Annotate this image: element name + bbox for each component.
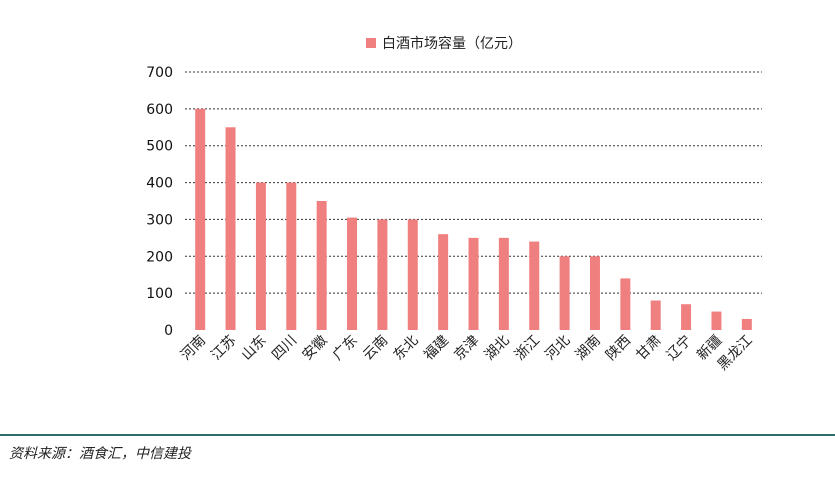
bar: [681, 304, 692, 330]
bar: [438, 234, 449, 330]
x-tick-label: 黑龙江: [715, 333, 756, 374]
x-tick-label: 山东: [239, 333, 270, 364]
bar: [711, 311, 722, 330]
x-tick-label: 辽宁: [663, 332, 695, 364]
y-tick-label: 200: [146, 249, 173, 265]
y-tick-label: 100: [146, 286, 173, 302]
x-tick-label: 云南: [360, 333, 391, 364]
bar: [255, 182, 266, 330]
bar: [347, 217, 358, 330]
y-tick-label: 400: [146, 176, 173, 192]
x-tick-label: 广东: [330, 333, 361, 364]
bar: [498, 237, 509, 330]
bar: [559, 256, 570, 330]
x-tick-label: 河南: [178, 333, 209, 364]
x-tick-label: 京津: [451, 333, 482, 364]
bar: [286, 182, 297, 330]
y-tick-label: 0: [164, 323, 173, 339]
x-tick-label: 江苏: [208, 333, 239, 364]
bar: [741, 318, 752, 330]
y-tick-label: 300: [146, 212, 173, 228]
x-tick-label: 福建: [421, 333, 452, 364]
x-tick-label: 陕西: [603, 333, 634, 364]
x-tick-label: 湖北: [482, 333, 513, 364]
source-note: 资料来源：酒食汇，中信建投: [9, 446, 191, 462]
x-tick-label: 河北: [542, 333, 573, 364]
bar: [650, 300, 661, 330]
y-tick-label: 700: [146, 65, 173, 81]
bar-chart: 0 100 200 300 400 500 600 700 河南 江苏 山东 四川 安徽 广东 云南 东北 福建…: [146, 65, 762, 374]
bar: [529, 241, 540, 330]
bar: [589, 256, 600, 330]
chart-legend: 白酒市场容量（亿元）: [366, 33, 522, 53]
bar: [195, 108, 206, 330]
bar: [316, 201, 327, 330]
x-tick-label: 东北: [390, 333, 421, 364]
x-tick-label: 四川: [269, 333, 300, 364]
bar: [468, 237, 479, 330]
x-tick-label: 湖南: [573, 333, 604, 364]
x-tick-label: 浙江: [512, 333, 543, 364]
x-tick-label: 甘肃: [633, 333, 664, 364]
bar: [225, 127, 236, 331]
footer-divider: [0, 434, 835, 436]
legend-swatch: [366, 38, 376, 48]
bar: [407, 219, 418, 330]
bar: [377, 219, 388, 330]
x-tick-label: 安徽: [299, 333, 330, 364]
y-tick-label: 500: [146, 139, 173, 155]
y-tick-label: 600: [146, 102, 173, 118]
bar: [620, 278, 631, 330]
legend-label: 白酒市场容量（亿元）: [382, 36, 522, 52]
